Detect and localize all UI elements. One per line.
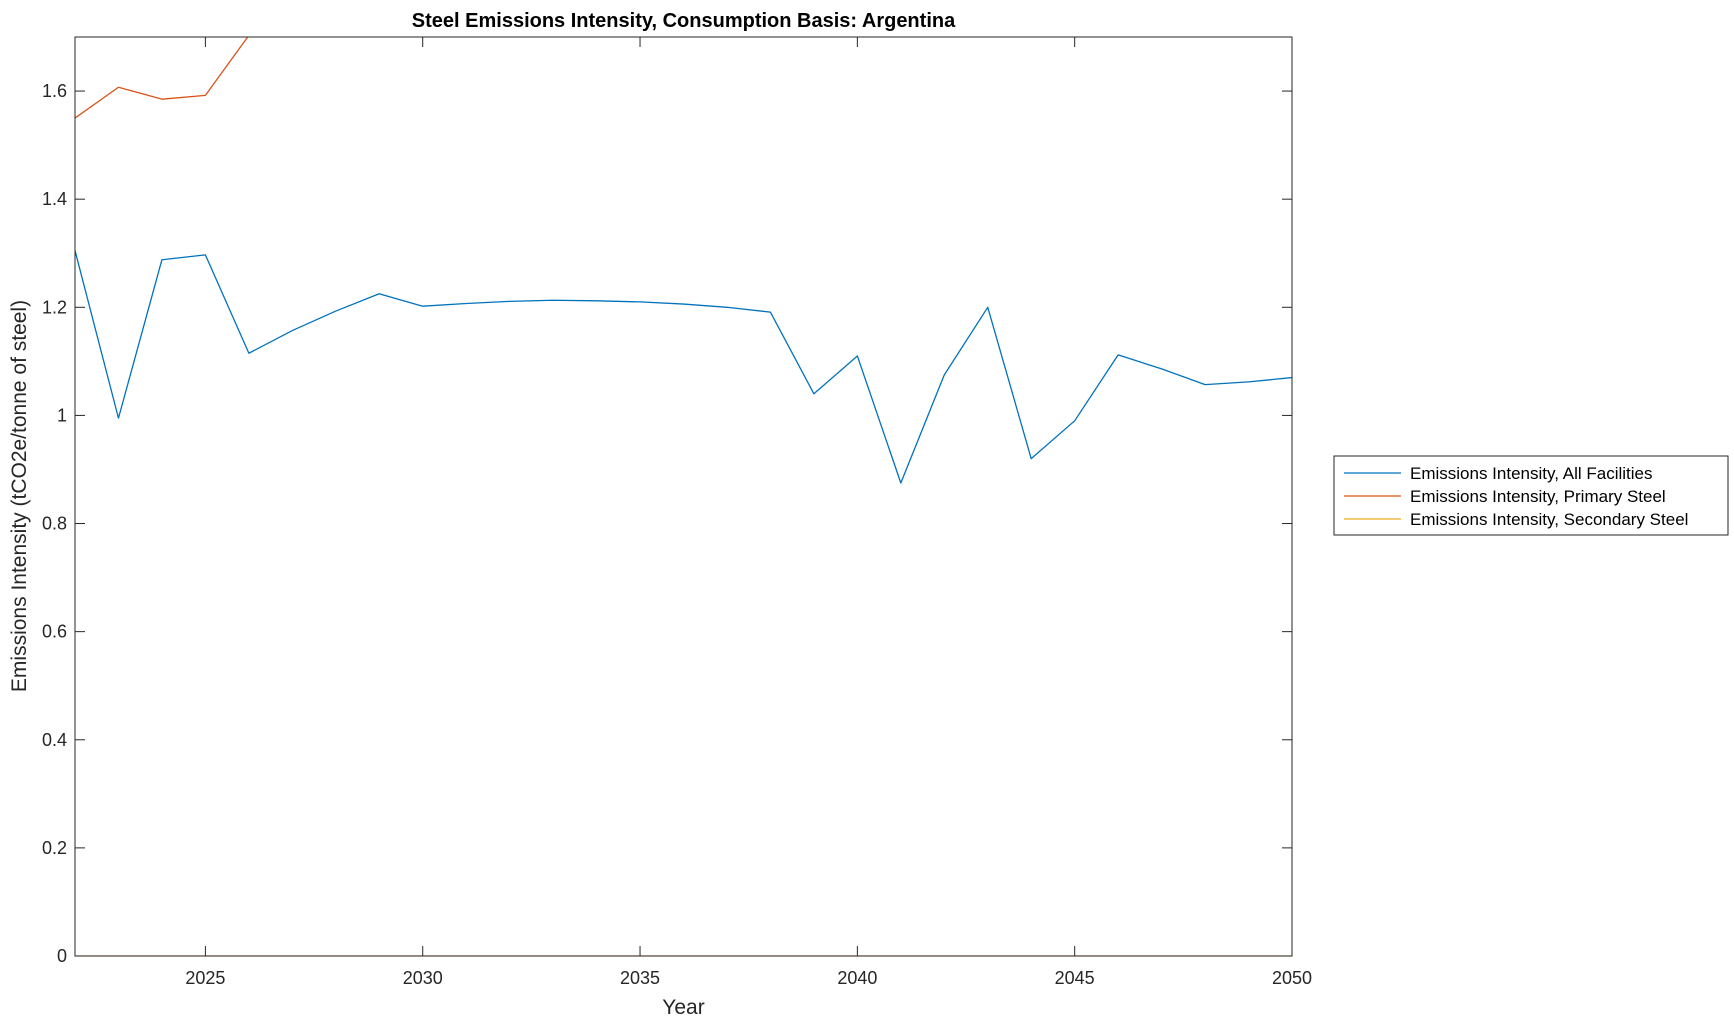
legend: Emissions Intensity, All Facilities Emiss… bbox=[1333, 455, 1729, 536]
legend-label: Emissions Intensity, Secondary Steel bbox=[1410, 510, 1688, 529]
ticks-layer: 2025 2030 2035 2040 2045 2050 0 0.2 0.4 0.6 0.8 1 1.… bbox=[42, 37, 1312, 988]
legend-entry: Emissions Intensity, Secondary Steel bbox=[1344, 510, 1688, 529]
legend-entry: Emissions Intensity, All Facilities bbox=[1344, 464, 1652, 483]
y-tick-label: 0.4 bbox=[42, 730, 67, 750]
y-tick-label: 0.6 bbox=[42, 622, 67, 642]
legend-label: Emissions Intensity, All Facilities bbox=[1410, 464, 1652, 483]
x-tick-label: 2040 bbox=[837, 968, 877, 988]
y-tick-label: 0 bbox=[57, 946, 67, 966]
y-tick-label: 1.4 bbox=[42, 189, 67, 209]
y-tick-label: 1 bbox=[57, 405, 67, 425]
x-tick-label: 2030 bbox=[403, 968, 443, 988]
y-tick-label: 0.8 bbox=[42, 514, 67, 534]
legend-label: Emissions Intensity, Primary Steel bbox=[1410, 487, 1666, 506]
y-tick-label: 0.2 bbox=[42, 838, 67, 858]
x-tick-label: 2050 bbox=[1272, 968, 1312, 988]
series-line-1 bbox=[75, 250, 1292, 484]
y-tick-label: 1.6 bbox=[42, 81, 67, 101]
x-tick-label: 2025 bbox=[185, 968, 225, 988]
x-axis-label: Year bbox=[662, 996, 704, 1019]
x-tick-label: 2035 bbox=[620, 968, 660, 988]
y-axis-label: Emissions Intensity (tCO2e/tonne of stee… bbox=[8, 300, 31, 692]
plot-frame bbox=[74, 36, 1293, 957]
plot-background bbox=[75, 37, 1292, 956]
legend-entry: Emissions Intensity, Primary Steel bbox=[1344, 487, 1666, 506]
series-layer bbox=[75, 37, 1292, 956]
y-tick-label: 1.2 bbox=[42, 297, 67, 317]
x-tick-label: 2045 bbox=[1055, 968, 1095, 988]
chart-title: Steel Emissions Intensity, Consumption B… bbox=[412, 10, 956, 32]
